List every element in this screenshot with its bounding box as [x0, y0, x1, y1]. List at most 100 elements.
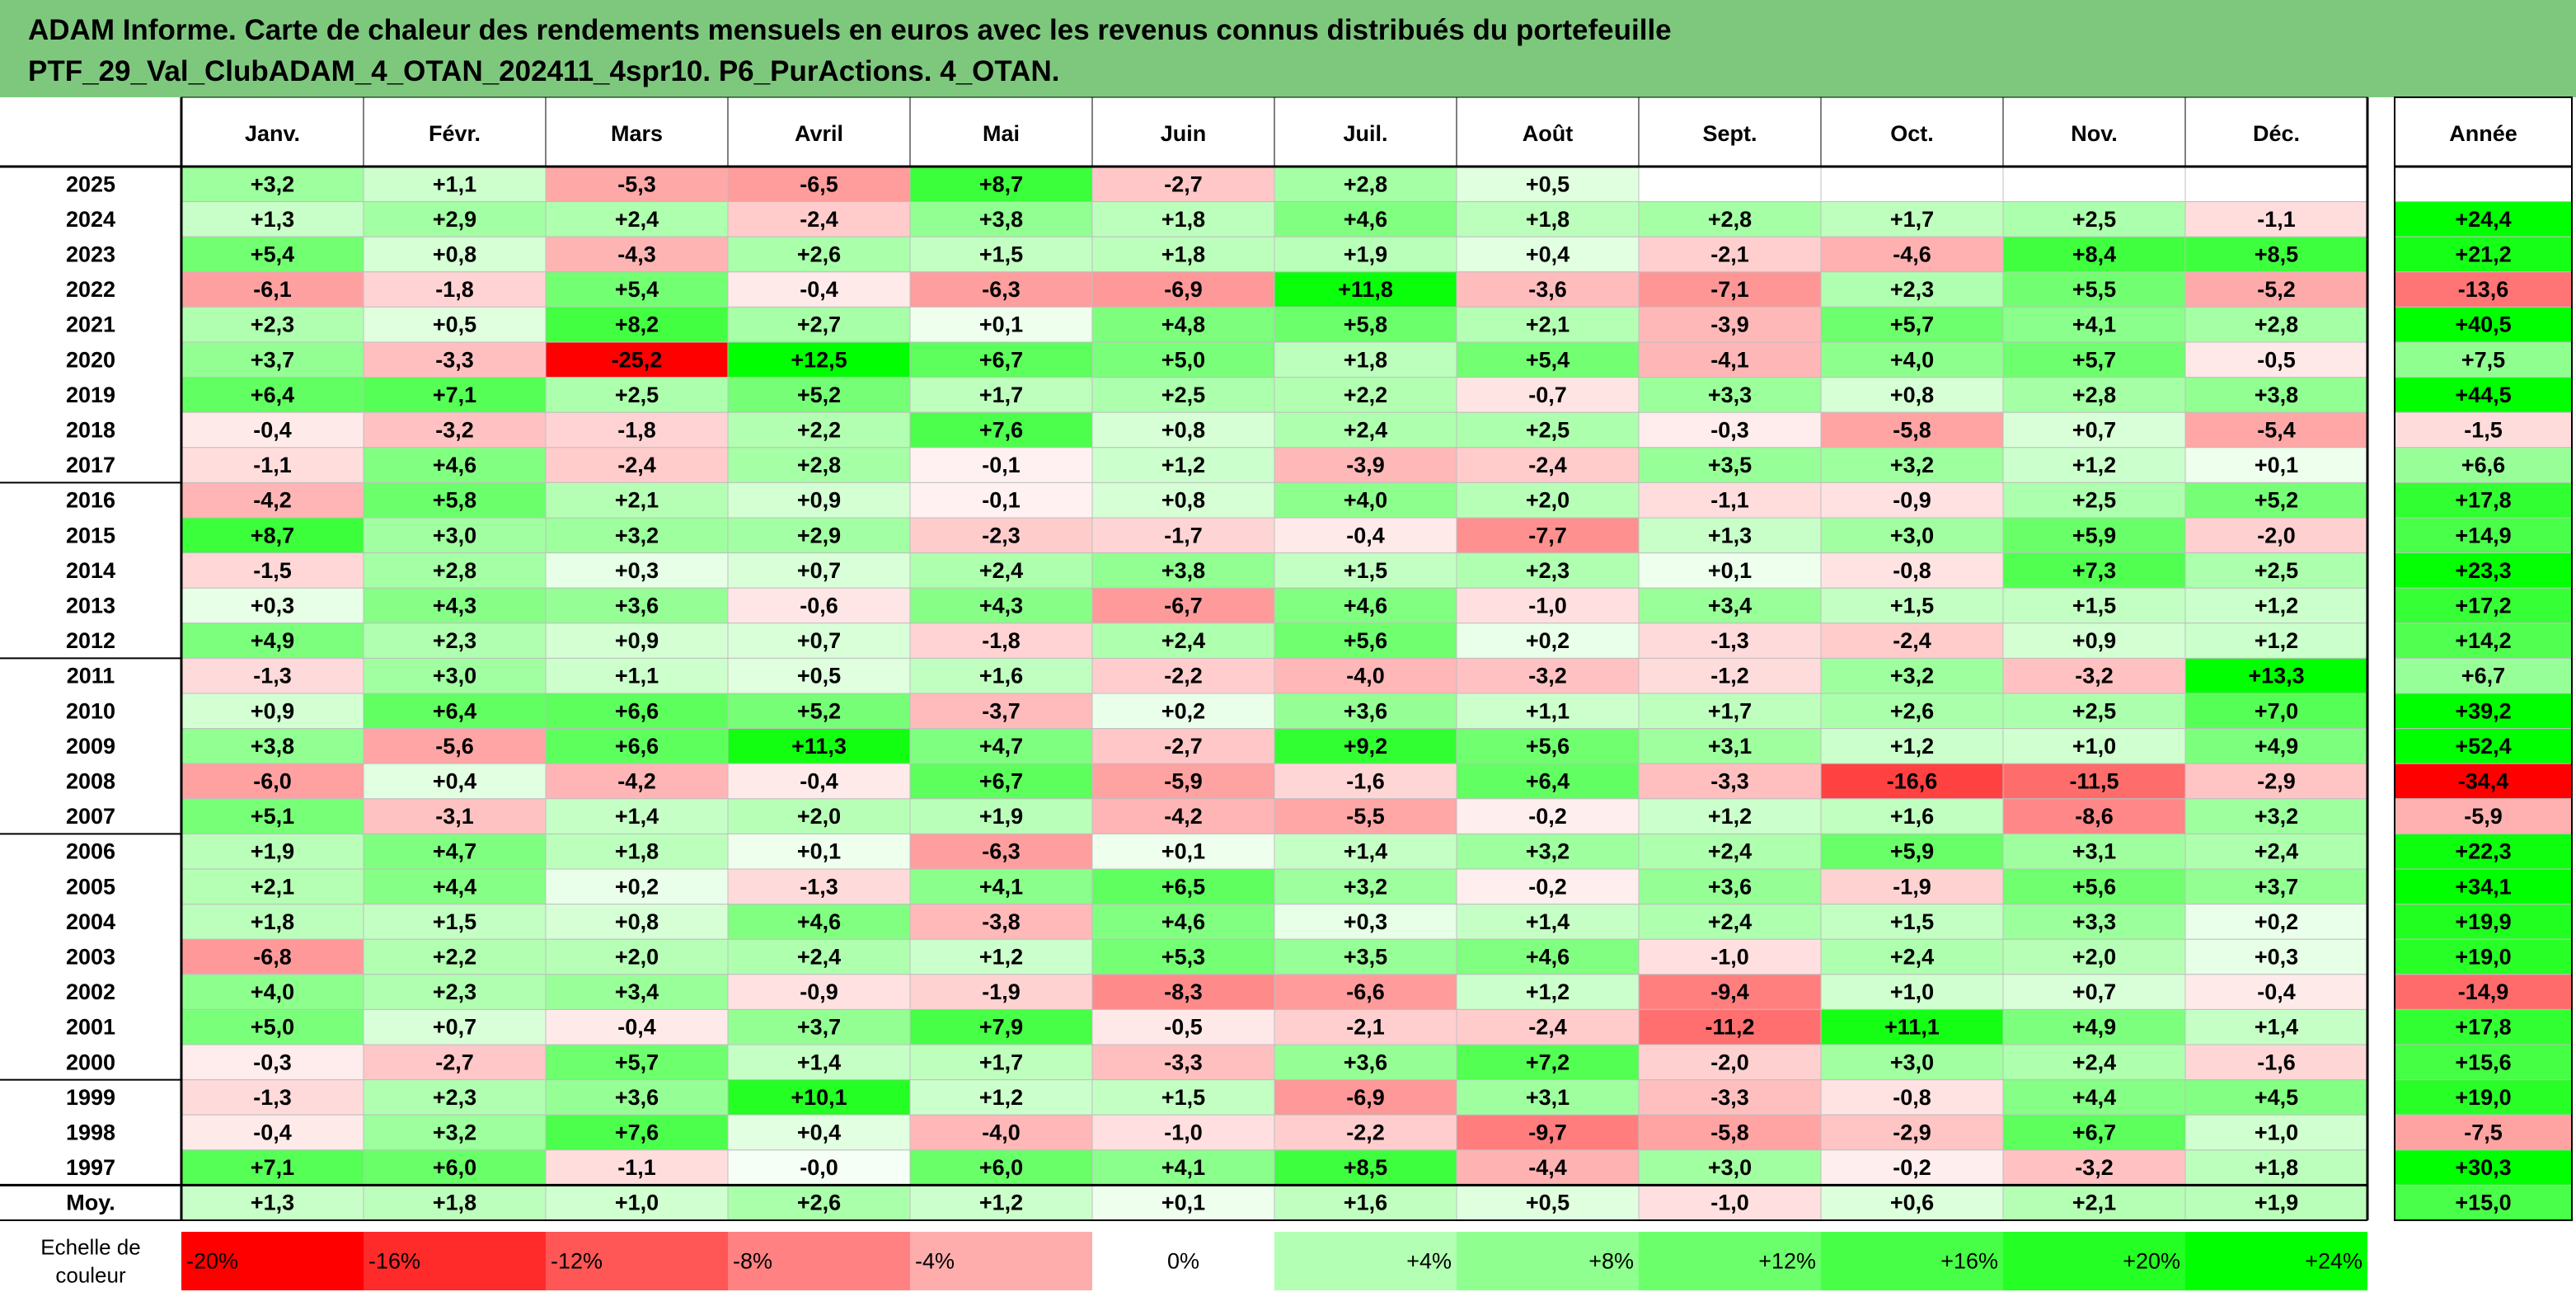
heatmap-cell-value: -0,8 — [1893, 1085, 1931, 1110]
heatmap-cell-value: +1,5 — [1890, 909, 1934, 934]
heatmap-cell — [2002, 341, 2186, 378]
heatmap-cell-value: -2,9 — [1893, 1121, 1931, 1145]
heatmap-cell-value: -5,8 — [1710, 1121, 1749, 1145]
heatmap-cell — [363, 552, 547, 589]
heatmap-cell — [1274, 447, 1457, 483]
heatmap-cell — [909, 306, 1093, 343]
heatmap-cell-value: -0,3 — [1710, 418, 1749, 443]
heatmap-cell-value: +3,3 — [1708, 383, 1752, 407]
row-year-label: 2014 — [66, 558, 115, 583]
annual-cell-value: -1,5 — [2464, 418, 2503, 443]
heatmap-cell — [909, 341, 1093, 378]
average-annual-cell — [2394, 1184, 2573, 1221]
heatmap-cell-value: +3,2 — [1344, 874, 1387, 899]
annual-cell-value: +52,4 — [2455, 734, 2511, 759]
scale-swatch — [181, 1232, 364, 1290]
heatmap-cell-value: +3,8 — [979, 207, 1023, 232]
annual-cell-value: +19,9 — [2455, 909, 2511, 934]
row-year-label: 2000 — [66, 1050, 115, 1074]
heatmap-cell — [1456, 974, 1640, 1010]
heatmap-cell — [2184, 341, 2368, 378]
average-cell — [1091, 1184, 1275, 1221]
heatmap-cell — [1091, 517, 1275, 554]
heatmap-cell — [1456, 482, 1640, 519]
row-year-label: 2022 — [66, 277, 115, 302]
heatmap-cell-value: -8,3 — [1164, 980, 1203, 1004]
row-year-label: 1999 — [66, 1085, 115, 1110]
heatmap-cell-value: -0,4 — [253, 1121, 292, 1145]
heatmap-cell-value: +3,3 — [2072, 909, 2116, 934]
heatmap-cell — [1091, 868, 1275, 905]
heatmap-cell-value: +1,9 — [979, 804, 1023, 829]
heatmap-cell — [1091, 974, 1275, 1010]
heatmap-cell-value: +2,3 — [433, 1085, 476, 1110]
heatmap-cell — [2002, 271, 2186, 308]
scale-swatch-label: +12% — [1758, 1249, 1816, 1274]
annual-cell — [2394, 341, 2573, 378]
average-annual-value: +15,0 — [2455, 1191, 2511, 1215]
scale-swatch — [2185, 1232, 2367, 1290]
heatmap-cell — [181, 798, 364, 834]
heatmap-cell-value: +5,2 — [797, 698, 841, 723]
heatmap-cell-value: +7,6 — [979, 418, 1023, 443]
heatmap-cell — [1274, 411, 1457, 449]
annual-cell-value: +34,1 — [2455, 874, 2511, 899]
heatmap-cell-value: +2,4 — [1344, 418, 1387, 443]
month-header-11: Déc. — [2253, 121, 2300, 146]
heatmap-cell — [1820, 1079, 2004, 1116]
heatmap-cell — [545, 271, 729, 308]
heatmap-cell-value: -16,6 — [1887, 769, 1938, 794]
heatmap-cell — [1274, 306, 1457, 343]
annual-cell-value: +24,4 — [2455, 207, 2511, 232]
heatmap-cell-value: +4,1 — [979, 874, 1023, 899]
heatmap-cell-value: +3,1 — [1708, 734, 1752, 759]
average-cell — [727, 1184, 911, 1221]
heatmap-cell — [2184, 868, 2368, 905]
heatmap-cell — [1820, 166, 2004, 203]
row-year-label: 2006 — [66, 839, 115, 864]
average-cell — [2002, 1184, 2186, 1221]
heatmap-cell-value: -1,0 — [1164, 1121, 1203, 1145]
heatmap-cell — [2002, 938, 2186, 975]
row-year-label: 2001 — [66, 1015, 115, 1040]
heatmap-cell-value: -1,6 — [2257, 1050, 2296, 1074]
heatmap-cell — [363, 447, 547, 483]
heatmap-cell — [2184, 904, 2368, 940]
row-year-label: 2015 — [66, 523, 115, 547]
heatmap-cell-value: +1,0 — [1890, 980, 1934, 1004]
heatmap-cell — [2184, 271, 2368, 308]
scale-swatch-label: +24% — [2305, 1249, 2363, 1274]
heatmap-cell — [727, 166, 911, 203]
heatmap-cell-value: +1,3 — [1708, 523, 1752, 547]
average-cell-value: +2,1 — [2072, 1191, 2116, 1215]
heatmap-cell-value: +5,1 — [251, 804, 294, 829]
heatmap-cell-value: +4,6 — [433, 453, 476, 477]
heatmap-cell — [1638, 201, 1822, 237]
month-header-3: Avril — [795, 121, 843, 146]
annual-cell-value: +39,2 — [2455, 698, 2511, 723]
heatmap-cell — [1456, 271, 1640, 308]
heatmap-cell — [1456, 1044, 1640, 1081]
heatmap-cell-value: +2,0 — [2072, 945, 2116, 970]
row-year-label: 2016 — [66, 488, 115, 513]
average-cell — [1820, 1184, 2004, 1221]
heatmap-cell-value: +4,3 — [979, 594, 1023, 618]
heatmap-cell — [2002, 1044, 2186, 1081]
heatmap-cell — [1274, 1044, 1457, 1081]
annual-cell — [2394, 166, 2573, 203]
heatmap-cell-value: +3,7 — [2255, 874, 2298, 899]
heatmap-cell — [1456, 904, 1640, 940]
heatmap-cell — [2002, 1114, 2186, 1151]
heatmap-cell — [545, 482, 729, 519]
heatmap-cell — [1456, 693, 1640, 730]
annual-cell-value: +15,6 — [2455, 1050, 2511, 1074]
heatmap-cell-value: -0,4 — [800, 277, 838, 302]
heatmap-cell — [1638, 657, 1822, 694]
heatmap-cell-value: +3,6 — [1344, 698, 1387, 723]
heatmap-cell-value: +2,5 — [2255, 558, 2298, 583]
heatmap-cell — [181, 341, 364, 378]
heatmap-cell-value: +4,1 — [1161, 1155, 1205, 1180]
heatmap-cell — [2184, 1044, 2368, 1081]
heatmap-cell-value: -1,8 — [435, 277, 474, 302]
heatmap-cell-value: -4,4 — [1528, 1155, 1567, 1180]
